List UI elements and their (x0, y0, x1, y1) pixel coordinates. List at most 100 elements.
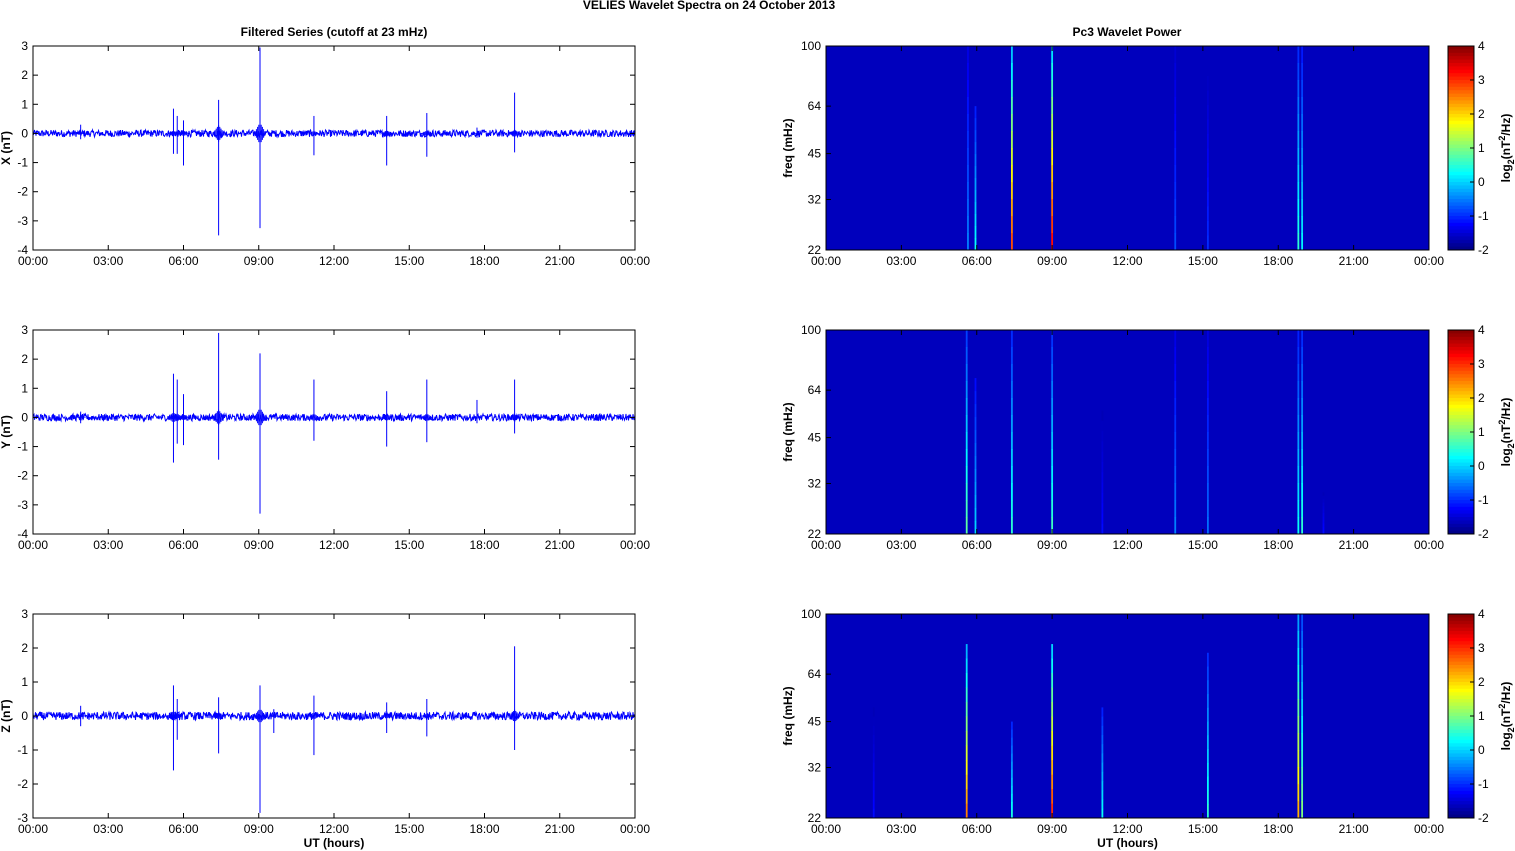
power-streak (1297, 432, 1300, 450)
colorbar-strip (1448, 124, 1474, 129)
power-streak (1011, 729, 1013, 738)
colorbar-strip (1448, 459, 1474, 464)
power-streak (1174, 398, 1177, 416)
power-streak (1301, 398, 1304, 416)
colorbar-strip (1448, 343, 1474, 348)
colorbar-strip (1448, 199, 1474, 203)
power-streak (965, 415, 968, 433)
colorbar-strip (1448, 83, 1474, 88)
colorbar-strip (1448, 360, 1474, 365)
y-tick-label: 100 (801, 323, 821, 337)
power-streak (1301, 699, 1304, 717)
power-streak (1011, 785, 1013, 795)
colorbar-strip (1448, 709, 1474, 714)
colorbar-strip (1448, 347, 1474, 351)
power-streak (1297, 347, 1300, 365)
power-streak (1011, 63, 1013, 81)
colorbar-strip (1448, 736, 1474, 741)
colorbar-tick-label: 3 (1478, 641, 1485, 655)
power-streak (872, 735, 875, 745)
power-streak (1297, 614, 1300, 632)
x-tick-label: 15:00 (1188, 538, 1218, 552)
colorbar-strip (1448, 695, 1474, 700)
spike-burst (381, 714, 392, 718)
colorbar-strip (1448, 209, 1474, 214)
power-streak (1301, 165, 1304, 183)
power-streak (965, 673, 968, 688)
power-streak (974, 378, 977, 392)
colorbar-strip (1448, 493, 1474, 498)
power-streak (1101, 523, 1104, 535)
power-streak (1207, 517, 1209, 535)
power-streak (1174, 165, 1177, 183)
power-streak (967, 63, 969, 81)
power-streak (1174, 114, 1177, 132)
x-tick-label: 00:00 (620, 822, 650, 836)
x-tick-label: 03:00 (93, 538, 123, 552)
power-streak (1051, 449, 1054, 467)
power-streak (1174, 517, 1177, 535)
x-tick-label: 18:00 (469, 254, 499, 268)
colorbar-strip (1448, 733, 1474, 737)
colorbar-strip (1448, 797, 1474, 802)
power-streak (1051, 330, 1054, 348)
colorbar-strip (1448, 435, 1474, 440)
power-streak (1051, 716, 1054, 732)
power-streak (1297, 801, 1300, 819)
power-streak (1051, 165, 1054, 183)
power-streak (974, 238, 977, 251)
power-streak (967, 80, 969, 98)
colorbar-tick-label: -2 (1478, 811, 1489, 825)
y-tick-label: 64 (808, 667, 822, 681)
colorbar-strip (1448, 631, 1474, 635)
colorbar-label: log2(nT2/Hz) (1497, 682, 1515, 751)
power-streak (1011, 761, 1013, 771)
power-streak (967, 148, 969, 166)
x-tick-label: 21:00 (1339, 538, 1369, 552)
power-streak (1301, 767, 1304, 785)
colorbar-strip (1448, 675, 1474, 680)
power-streak (1051, 658, 1054, 674)
colorbar-strip (1448, 716, 1474, 720)
power-streak (974, 469, 977, 483)
colorbar-strip (1448, 127, 1474, 132)
colorbar-strip (1448, 154, 1474, 159)
x-tick-label: 00:00 (811, 254, 841, 268)
power-streak (1011, 114, 1013, 132)
colorbar-strip (1448, 503, 1474, 508)
y-tick-label: 45 (808, 431, 822, 445)
power-streak (1011, 517, 1013, 535)
y-tick-label: -3 (17, 214, 28, 228)
power-streak (1301, 614, 1304, 632)
power-streak (1301, 114, 1304, 132)
power-streak (1101, 725, 1104, 736)
power-streak (1207, 221, 1209, 236)
power-streak (1174, 199, 1177, 217)
colorbar-strip (1448, 651, 1474, 656)
x-tick-label: 18:00 (1263, 538, 1293, 552)
colorbar-strip (1448, 617, 1474, 622)
colorbar-strip (1448, 168, 1474, 173)
colorbar-strip (1448, 750, 1474, 754)
x-tick-label: 15:00 (1188, 254, 1218, 268)
colorbar-strip (1448, 391, 1474, 396)
power-streak (1322, 509, 1325, 514)
power-streak (1207, 347, 1209, 365)
power-streak (1207, 804, 1209, 819)
power-streak (1297, 483, 1300, 501)
y-tick-label: 32 (808, 193, 822, 207)
colorbar-strip (1448, 165, 1474, 169)
power-streak (1051, 199, 1054, 217)
y-tick-label: 1 (21, 675, 28, 689)
power-streak (1297, 216, 1300, 234)
power-streak (1297, 330, 1300, 348)
colorbar-strip (1448, 144, 1474, 149)
power-streak (1322, 492, 1325, 496)
colorbar-strip (1448, 158, 1474, 163)
colorbar-strip (1448, 469, 1474, 474)
power-streak (1011, 97, 1013, 115)
power-streak (965, 381, 968, 399)
colorbar-strip (1448, 688, 1474, 693)
x-tick-label: 09:00 (244, 538, 274, 552)
x-axis-title: UT (hours) (1097, 836, 1158, 850)
